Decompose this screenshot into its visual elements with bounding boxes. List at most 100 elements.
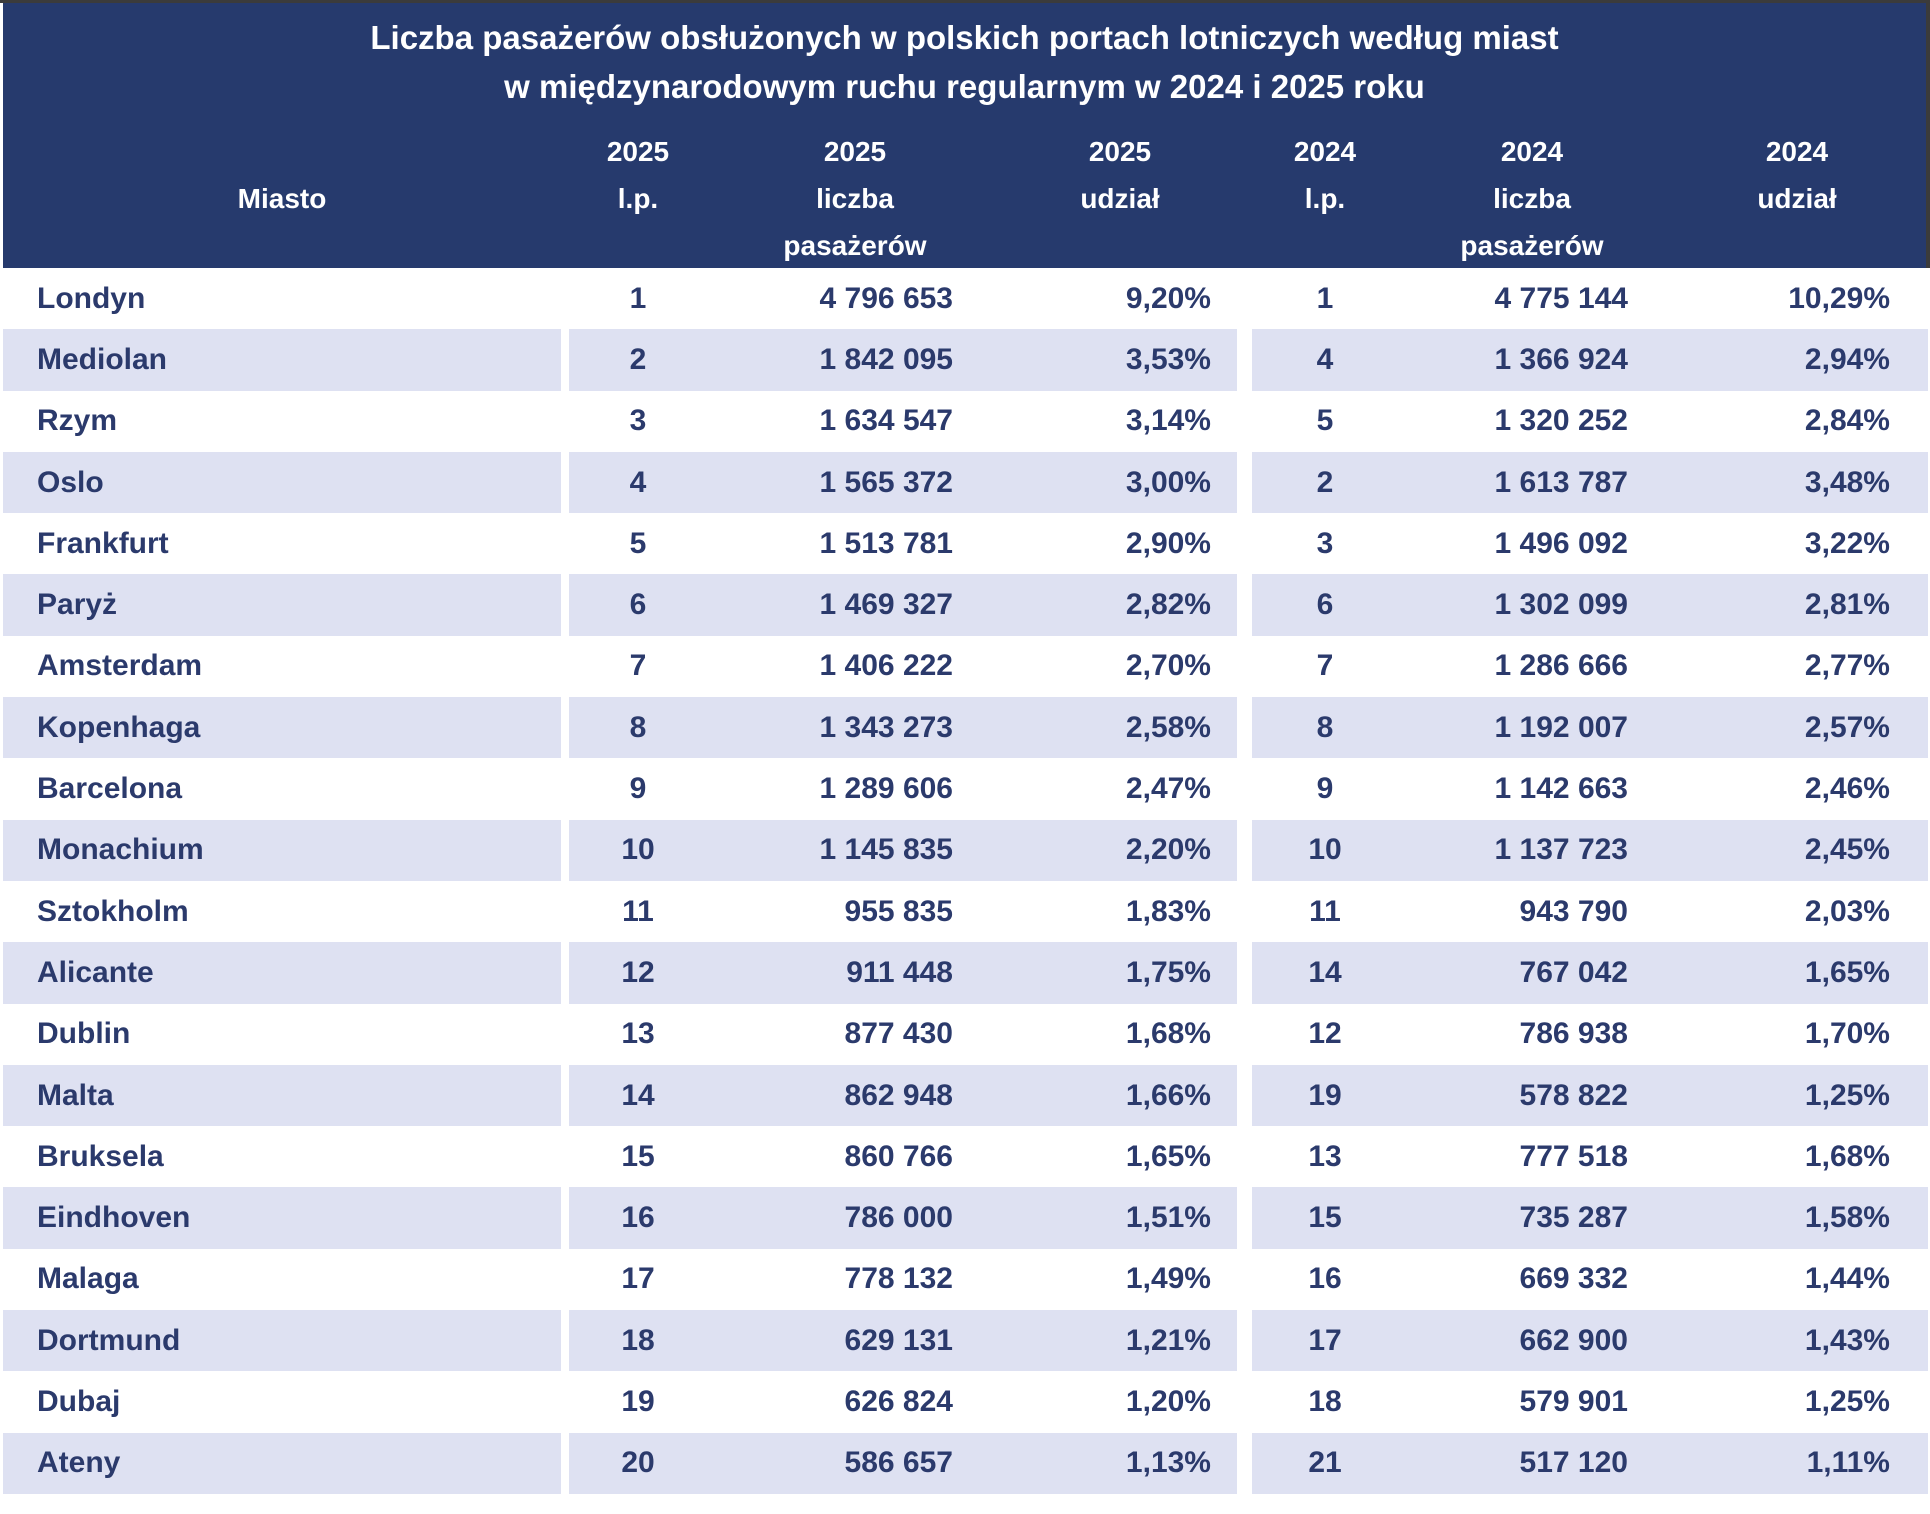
rank-2024-cell: 19: [1252, 1064, 1398, 1127]
passengers-2024-cell: 662 900: [1398, 1310, 1666, 1372]
rank-2025-cell: 11: [622, 894, 654, 928]
city-cell: Londyn: [37, 281, 146, 315]
share-2024-cell: 1,25%: [1666, 1064, 1928, 1127]
col-header-city: Miasto: [237, 183, 327, 214]
passengers-2024-cell: 579 901: [1519, 1384, 1628, 1418]
header-label-row: Miasto l.p. liczba udział l.p. liczba ud…: [3, 175, 1925, 222]
share-2025-cell: 2,90%: [1125, 526, 1211, 560]
city-cell: Rzym: [37, 404, 118, 438]
column-gap: [1237, 513, 1252, 574]
column-gap: [1237, 758, 1252, 819]
share-2025-cell: 3,14%: [1125, 404, 1211, 438]
share-2024-cell: 2,45%: [1666, 819, 1928, 881]
city-cell: Alicante: [3, 942, 561, 1004]
rank-2025-cell: 14: [569, 1064, 707, 1127]
col-header-rank-2024: l.p.: [1304, 183, 1346, 214]
rank-2024-cell: 13: [1308, 1139, 1342, 1173]
column-gap: [561, 329, 569, 390]
column-gap: [1237, 1249, 1252, 1310]
rank-2025-cell: 7: [629, 649, 647, 683]
passengers-2024-cell: 1 613 787: [1398, 451, 1666, 514]
column-gap: [1237, 1310, 1252, 1371]
passengers-2025-cell: 1 565 372: [707, 451, 1003, 514]
column-gap: [1237, 329, 1252, 390]
passengers-2025-cell: 626 824: [844, 1384, 953, 1418]
rank-2025-cell: 12: [569, 942, 707, 1004]
city-cell: Eindhoven: [3, 1187, 561, 1249]
rank-2024-cell: 10: [1252, 819, 1398, 881]
passengers-2024-cell: 1 142 663: [1494, 772, 1628, 806]
passengers-2025-cell: 1 634 547: [819, 404, 953, 438]
col-header-passengers-2024-line2: pasażerów: [1460, 230, 1604, 261]
column-gap: [561, 1004, 569, 1065]
passengers-2024-cell: 1 496 092: [1494, 526, 1628, 560]
passengers-2024-cell: 1 137 723: [1398, 819, 1666, 881]
share-2025-cell: 2,70%: [1125, 649, 1211, 683]
passengers-2025-cell: 1 513 781: [819, 526, 953, 560]
share-2025-cell: 1,65%: [1125, 1139, 1211, 1173]
passengers-2024-cell: 1 192 007: [1398, 697, 1666, 759]
passengers-2024-cell: 669 332: [1519, 1262, 1628, 1296]
city-cell: Dublin: [37, 1017, 131, 1051]
city-cell: Dubaj: [37, 1384, 121, 1418]
col-header-year-2024-passengers: 2024: [1500, 136, 1564, 167]
rank-2024-cell: 9: [1316, 772, 1334, 806]
share-2024-cell: 1,68%: [1804, 1139, 1890, 1173]
column-gap: [1237, 452, 1252, 513]
passengers-2024-cell: 4 775 144: [1494, 281, 1628, 315]
table-row: Malta 14 862 948 1,66% 19 578 822 1,25%: [3, 1064, 1928, 1127]
table-title-line2: w międzynarodowym ruchu regularnym w 202…: [504, 68, 1425, 105]
share-2024-cell: 2,94%: [1666, 329, 1928, 391]
passengers-2024-cell: 1 286 666: [1494, 649, 1628, 683]
table-row: Rzym 3 1 634 547 3,14% 5 1 320 252 2,84%: [3, 391, 1928, 452]
city-cell: Ateny: [3, 1432, 561, 1494]
table-row: Bruksela 15 860 766 1,65% 13 777 518 1,6…: [3, 1126, 1928, 1187]
header-sublabel-row: pasażerów pasażerów: [3, 222, 1925, 269]
column-gap: [1237, 942, 1252, 1003]
table-row: Amsterdam 7 1 406 222 2,70% 7 1 286 666 …: [3, 636, 1928, 697]
table-body: Londyn 1 4 796 653 9,20% 1 4 775 144 10,…: [3, 268, 1928, 1494]
share-2025-cell: 1,68%: [1125, 1017, 1211, 1051]
header-year-row: 2025 2025 2025 2024 2024 2024: [3, 128, 1925, 175]
passengers-2025-cell: 1 469 327: [707, 574, 1003, 636]
share-2024-cell: 2,84%: [1804, 404, 1890, 438]
rank-2025-cell: 19: [621, 1384, 655, 1418]
column-gap: [1237, 1371, 1252, 1432]
passengers-2024-cell: 1 320 252: [1494, 404, 1628, 438]
column-gap: [561, 391, 569, 452]
share-2024-cell: 2,57%: [1666, 697, 1928, 759]
column-gap: [561, 1065, 569, 1126]
passengers-2025-cell: 911 448: [707, 942, 1003, 1004]
city-cell: Kopenhaga: [3, 697, 561, 759]
column-gap: [561, 636, 569, 697]
rank-2024-cell: 18: [1308, 1384, 1342, 1418]
rank-2024-cell: 4: [1252, 329, 1398, 391]
col-header-passengers-2024: liczba: [1493, 183, 1571, 214]
share-2025-cell: 2,82%: [1003, 574, 1237, 636]
table-row: Mediolan 2 1 842 095 3,53% 4 1 366 924 2…: [3, 329, 1928, 391]
share-2024-cell: 2,81%: [1666, 574, 1928, 636]
passengers-2024-cell: 735 287: [1398, 1187, 1666, 1249]
share-2024-cell: 1,25%: [1804, 1384, 1890, 1418]
table-title-line1: Liczba pasażerów obsłużonych w polskich …: [370, 19, 1559, 56]
share-2025-cell: 1,21%: [1003, 1310, 1237, 1372]
city-cell: Sztokholm: [37, 894, 189, 928]
column-gap: [1237, 574, 1252, 635]
rank-2025-cell: 5: [629, 526, 647, 560]
city-cell: Bruksela: [37, 1139, 164, 1173]
city-cell: Frankfurt: [37, 526, 169, 560]
passengers-2024-cell: 777 518: [1519, 1139, 1628, 1173]
share-2025-cell: 1,66%: [1003, 1064, 1237, 1127]
rank-2024-cell: 12: [1308, 1017, 1342, 1051]
table-row: Londyn 1 4 796 653 9,20% 1 4 775 144 10,…: [3, 268, 1928, 329]
column-gap: [561, 268, 569, 329]
share-2024-cell: 1,65%: [1666, 942, 1928, 1004]
share-2024-cell: 3,22%: [1804, 526, 1890, 560]
share-2025-cell: 1,49%: [1125, 1262, 1211, 1296]
rank-2025-cell: 6: [569, 574, 707, 636]
col-header-year-2025-share: 2025: [1088, 136, 1152, 167]
column-gap: [561, 452, 569, 513]
column-gap: [561, 942, 569, 1003]
share-2025-cell: 9,20%: [1125, 281, 1211, 315]
